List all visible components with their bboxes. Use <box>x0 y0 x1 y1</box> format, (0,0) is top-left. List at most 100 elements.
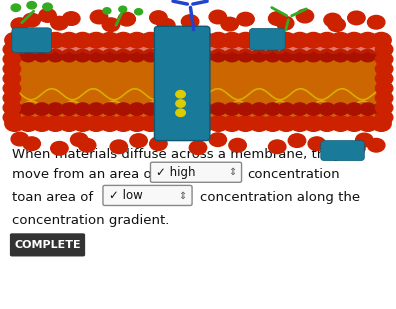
Circle shape <box>176 109 185 116</box>
Circle shape <box>181 15 199 28</box>
Circle shape <box>88 49 104 62</box>
Circle shape <box>259 42 273 53</box>
Circle shape <box>11 132 29 146</box>
Circle shape <box>249 116 269 131</box>
Circle shape <box>73 32 93 48</box>
Circle shape <box>3 111 21 124</box>
Circle shape <box>63 12 80 25</box>
Circle shape <box>158 19 175 32</box>
Circle shape <box>229 138 246 152</box>
Circle shape <box>221 17 238 31</box>
Circle shape <box>170 103 186 115</box>
Circle shape <box>299 42 314 53</box>
Circle shape <box>86 32 106 48</box>
Circle shape <box>118 12 135 26</box>
Circle shape <box>96 42 110 53</box>
Circle shape <box>102 103 118 115</box>
Circle shape <box>141 116 160 131</box>
FancyBboxPatch shape <box>103 185 192 205</box>
Circle shape <box>308 137 326 150</box>
Circle shape <box>5 116 25 131</box>
Circle shape <box>224 49 240 62</box>
Circle shape <box>263 116 283 131</box>
Circle shape <box>42 42 56 53</box>
Circle shape <box>61 49 77 62</box>
Circle shape <box>367 15 385 29</box>
Circle shape <box>61 103 77 115</box>
Circle shape <box>3 52 21 66</box>
Circle shape <box>7 49 23 62</box>
Circle shape <box>356 133 373 147</box>
Circle shape <box>249 32 269 48</box>
Circle shape <box>100 116 120 131</box>
Circle shape <box>7 103 23 115</box>
Circle shape <box>75 103 91 115</box>
Circle shape <box>265 103 281 115</box>
Circle shape <box>209 10 227 24</box>
Circle shape <box>348 11 365 25</box>
Circle shape <box>70 133 88 146</box>
Circle shape <box>34 103 50 115</box>
Circle shape <box>375 101 393 115</box>
Circle shape <box>218 42 232 53</box>
Circle shape <box>119 6 127 12</box>
Text: concentration along the: concentration along the <box>200 191 360 204</box>
Circle shape <box>373 103 389 115</box>
Circle shape <box>3 101 21 115</box>
Circle shape <box>32 32 52 48</box>
Circle shape <box>3 82 21 95</box>
Circle shape <box>197 103 213 115</box>
Circle shape <box>39 9 56 22</box>
Circle shape <box>20 103 36 115</box>
Text: concentration: concentration <box>248 168 340 181</box>
Text: COMPLETE: COMPLETE <box>14 240 81 250</box>
Circle shape <box>3 72 21 85</box>
Circle shape <box>328 18 345 32</box>
Circle shape <box>23 137 40 150</box>
Circle shape <box>331 116 350 131</box>
Circle shape <box>319 49 335 62</box>
Text: toan area of: toan area of <box>12 191 93 204</box>
Circle shape <box>292 49 308 62</box>
Circle shape <box>32 116 52 131</box>
Circle shape <box>129 49 145 62</box>
Circle shape <box>86 116 106 131</box>
Circle shape <box>236 32 255 48</box>
Circle shape <box>375 43 393 56</box>
FancyBboxPatch shape <box>0 0 396 164</box>
Circle shape <box>276 16 294 30</box>
Circle shape <box>90 10 108 24</box>
Circle shape <box>360 49 376 62</box>
Text: ✓ high: ✓ high <box>156 166 196 179</box>
Circle shape <box>371 32 391 48</box>
Circle shape <box>375 91 393 105</box>
Circle shape <box>333 49 348 62</box>
Circle shape <box>78 138 96 152</box>
Circle shape <box>303 32 323 48</box>
Circle shape <box>344 32 364 48</box>
Circle shape <box>109 42 124 53</box>
FancyBboxPatch shape <box>249 28 285 50</box>
Circle shape <box>88 103 104 115</box>
Circle shape <box>251 49 267 62</box>
Circle shape <box>222 116 242 131</box>
Circle shape <box>210 103 226 115</box>
Circle shape <box>18 116 38 131</box>
Circle shape <box>222 32 242 48</box>
Circle shape <box>268 140 286 154</box>
Circle shape <box>290 116 310 131</box>
Circle shape <box>327 42 341 53</box>
FancyBboxPatch shape <box>10 233 85 256</box>
Circle shape <box>137 42 151 53</box>
Circle shape <box>296 9 314 23</box>
Circle shape <box>115 103 131 115</box>
Circle shape <box>123 42 137 53</box>
Circle shape <box>135 9 143 15</box>
Circle shape <box>238 49 253 62</box>
Circle shape <box>51 142 68 155</box>
Circle shape <box>317 116 337 131</box>
Circle shape <box>14 42 29 53</box>
Circle shape <box>100 32 120 48</box>
Circle shape <box>176 100 185 107</box>
Circle shape <box>27 2 36 9</box>
